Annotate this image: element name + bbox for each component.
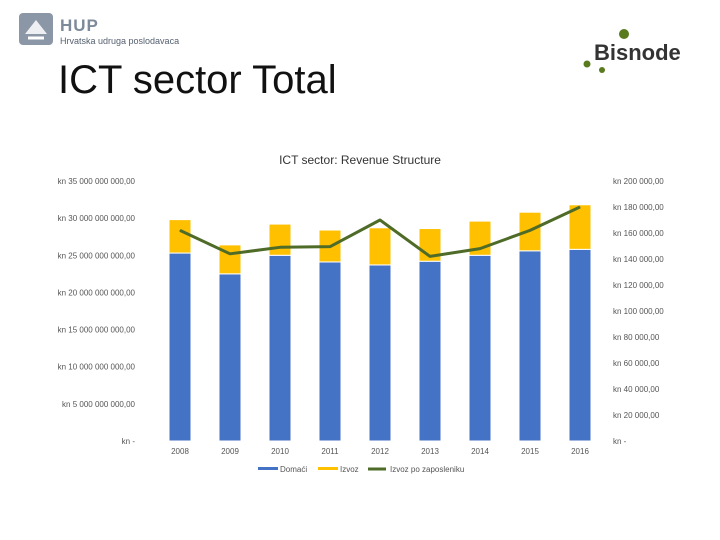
left-axis-tick-label: kn - [122,437,136,446]
left-axis-tick-label: kn 5 000 000 000,00 [62,400,136,409]
right-axis-tick-label: kn 160 000,00 [613,229,664,238]
bar-izvoz [268,223,292,256]
right-axis-tick-label: kn 200 000,00 [613,177,664,186]
org-subtitle: Hrvatska udruga poslodavaca [60,36,180,46]
line-series [179,205,581,258]
brand-name: Bisnode [594,40,681,65]
line-point [329,246,331,248]
bar-domaci [268,254,292,442]
bar-domaci [418,260,442,442]
bar-domaci [368,264,392,442]
right-axis-tick-label: kn 80 000,00 [613,333,660,342]
x-axis-tick-label: 2015 [521,447,539,456]
bar-domaci [568,248,592,442]
org-name: HUP [60,16,99,35]
x-axis-tick-label: 2011 [321,447,339,456]
bar-domaci [468,254,492,442]
x-axis-tick-label: 2012 [371,447,389,456]
legend: Domaći Izvoz Izvoz po zaposleniku [258,465,464,474]
x-axis-tick-label: 2010 [271,447,289,456]
left-axis-tick-label: kn 10 000 000 000,00 [58,363,136,372]
right-axis: kn - kn 20 000,00 kn 40 000,00 kn 60 000,00… [613,177,664,446]
right-axis-tick-label: kn 20 000,00 [613,411,660,420]
x-axis-tick-label: 2013 [421,447,439,456]
right-axis-tick-label: kn 180 000,00 [613,203,664,212]
right-axis-tick-label: kn 100 000,00 [613,307,664,316]
right-axis-tick-label: kn 140 000,00 [613,255,664,264]
line-point [579,206,581,208]
bar-domaci [318,261,342,442]
right-axis-tick-label: kn 60 000,00 [613,359,660,368]
left-axis: kn - kn 5 000 000 000,00 kn 10 000 000 000… [58,177,136,446]
line-point [379,219,381,221]
left-axis-tick-label: kn 25 000 000 000,00 [58,251,136,260]
chart-title: ICT sector: Revenue Structure [279,153,441,167]
bisnode-logo: Bisnode [583,29,681,73]
bar-domaci [168,252,192,442]
left-axis-tick-label: kn 15 000 000 000,00 [58,326,136,335]
left-axis-tick-label: kn 35 000 000 000,00 [58,177,136,186]
x-axis-tick-label: 2009 [221,447,239,456]
bar-izvoz [568,204,592,250]
left-axis-tick-label: kn 30 000 000 000,00 [58,214,136,223]
line-point [279,246,281,248]
line-point [179,229,181,231]
legend-swatch [258,467,278,470]
line-point [479,248,481,250]
bar-domaci [218,273,242,442]
right-axis-tick-label: kn - [613,437,627,446]
page-title: ICT sector Total [58,58,337,102]
x-axis-tick-label: 2014 [471,447,489,456]
line-point [429,255,431,257]
line-point [529,229,531,231]
bar-izvoz [368,227,392,266]
legend-label: Izvoz [340,465,359,474]
bars [168,204,592,442]
line-point [229,253,231,255]
legend-label: Domaći [280,465,307,474]
x-axis: 2008 2009 2010 2011 2012 2013 2014 2015 2016 [171,447,589,456]
left-axis-tick-label: kn 20 000 000 000,00 [58,288,136,297]
x-axis-tick-label: 2016 [571,447,589,456]
right-axis-tick-label: kn 120 000,00 [613,281,664,290]
right-axis-tick-label: kn 40 000,00 [613,385,660,394]
x-axis-tick-label: 2008 [171,447,189,456]
legend-swatch [318,467,338,470]
hup-logo [19,13,53,45]
bar-izvoz [168,219,192,254]
legend-label: Izvoz po zaposleniku [390,465,464,474]
bar-domaci [518,250,542,442]
